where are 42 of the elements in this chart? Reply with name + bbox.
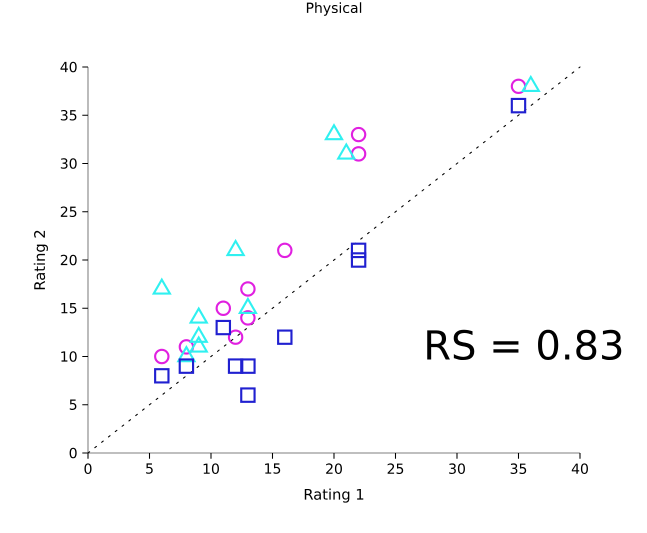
point <box>178 358 194 374</box>
point <box>154 368 170 384</box>
x-tick-label: 35 <box>510 463 526 474</box>
x-tick-label: 40 <box>572 463 588 474</box>
x-tick-label: 5 <box>146 463 153 474</box>
point <box>510 98 526 114</box>
y-tick-label: 30 <box>60 158 77 169</box>
point <box>240 387 256 403</box>
y-tick-label: 25 <box>60 206 76 218</box>
x-tick-label: 30 <box>449 463 465 474</box>
point <box>228 329 244 345</box>
x-axis-title: Rating 1 <box>304 488 364 503</box>
y-tick-label: 5 <box>70 400 76 410</box>
y-tick-label: 20 <box>60 254 77 266</box>
point <box>240 310 256 326</box>
point <box>350 126 366 142</box>
point <box>350 146 366 162</box>
point <box>277 242 293 258</box>
y-tick-label: 0 <box>70 448 77 458</box>
point <box>216 320 232 336</box>
chart-title: Physical <box>306 2 362 16</box>
y-tick-label: 15 <box>61 303 76 314</box>
point <box>178 339 194 355</box>
x-tick-label: 15 <box>265 463 280 474</box>
point <box>154 348 170 364</box>
x-tick-label: 0 <box>84 463 92 474</box>
y-tick-label: 10 <box>61 351 77 362</box>
y-axis-title: Rating 2 <box>34 230 48 290</box>
x-tick-label: 25 <box>388 463 404 474</box>
point <box>240 281 256 297</box>
point <box>510 78 526 94</box>
x-tick-label: 20 <box>326 463 342 474</box>
point <box>350 252 366 268</box>
point <box>228 358 244 374</box>
point <box>350 242 366 258</box>
y-tick-label: 40 <box>60 62 77 72</box>
y-tick-label: 35 <box>60 110 76 121</box>
point <box>240 358 256 374</box>
point <box>277 329 293 345</box>
annotation: RS = 0.83 <box>427 330 622 360</box>
x-tick-label: 10 <box>204 463 219 474</box>
point <box>216 300 232 316</box>
